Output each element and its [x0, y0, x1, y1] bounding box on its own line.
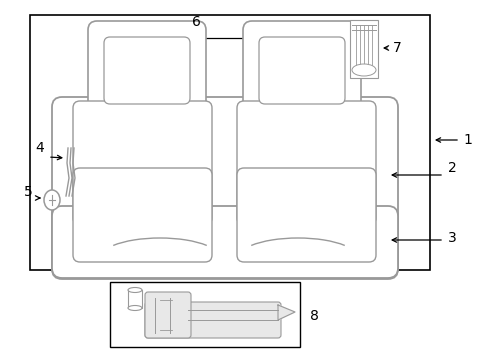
Text: 6: 6: [191, 15, 200, 29]
Bar: [128, 290, 142, 308]
Text: 1: 1: [463, 133, 471, 147]
FancyBboxPatch shape: [88, 21, 205, 117]
Ellipse shape: [128, 306, 142, 310]
Text: 2: 2: [447, 161, 455, 175]
FancyBboxPatch shape: [73, 168, 212, 262]
Bar: [30, 15, 429, 270]
FancyBboxPatch shape: [243, 21, 360, 117]
FancyBboxPatch shape: [145, 292, 191, 338]
FancyBboxPatch shape: [237, 101, 375, 225]
Text: 8: 8: [309, 309, 318, 323]
Text: 7: 7: [392, 41, 401, 55]
Polygon shape: [278, 305, 294, 320]
Text: 3: 3: [447, 231, 455, 245]
Bar: [110, 282, 299, 347]
FancyBboxPatch shape: [259, 37, 345, 104]
Ellipse shape: [128, 288, 142, 292]
Text: 4: 4: [36, 141, 44, 155]
Bar: [349, 20, 377, 78]
FancyBboxPatch shape: [52, 206, 397, 278]
FancyBboxPatch shape: [237, 168, 375, 262]
Text: 5: 5: [23, 185, 32, 199]
Ellipse shape: [351, 64, 375, 76]
FancyBboxPatch shape: [73, 101, 212, 225]
Ellipse shape: [44, 190, 60, 210]
FancyBboxPatch shape: [52, 97, 397, 279]
FancyBboxPatch shape: [145, 302, 281, 338]
FancyBboxPatch shape: [104, 37, 190, 104]
